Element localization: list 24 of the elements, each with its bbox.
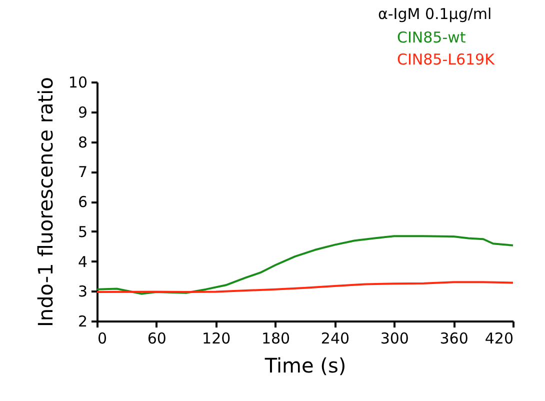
y-tick-label: 4 xyxy=(78,252,88,271)
x-tick-label: 360 xyxy=(440,330,468,348)
x-axis-title: Time (s) xyxy=(264,354,346,378)
x-tick-label: 180 xyxy=(261,330,290,348)
y-tick-label: 2 xyxy=(78,312,88,330)
x-tick-label: 300 xyxy=(380,330,409,348)
y-tick-label: 8 xyxy=(78,133,88,152)
x-tick-label: 60 xyxy=(147,330,166,348)
legend-title: α-IgM 0.1μg/ml xyxy=(378,5,492,23)
y-tick-label: 3 xyxy=(78,282,88,301)
x-tick-label: 240 xyxy=(320,330,350,348)
y-axis-title: Indo-1 fluorescence ratio xyxy=(33,77,58,327)
y-tick-label: 7 xyxy=(78,163,88,182)
line-series xyxy=(96,281,514,294)
text: CIN85-L619K xyxy=(397,50,496,68)
x-tick-label: 0 xyxy=(98,330,108,348)
y-tick-label: 10 xyxy=(68,74,88,92)
y-tick-label: 6 xyxy=(78,193,88,211)
x-tick-label: 420 xyxy=(484,330,514,348)
y-tick-label: 9 xyxy=(78,103,88,122)
text: CIN85-wt xyxy=(397,28,466,46)
y-tick-label: 5 xyxy=(78,222,88,241)
x-tick-label: 120 xyxy=(202,330,231,348)
line-series xyxy=(96,235,514,295)
